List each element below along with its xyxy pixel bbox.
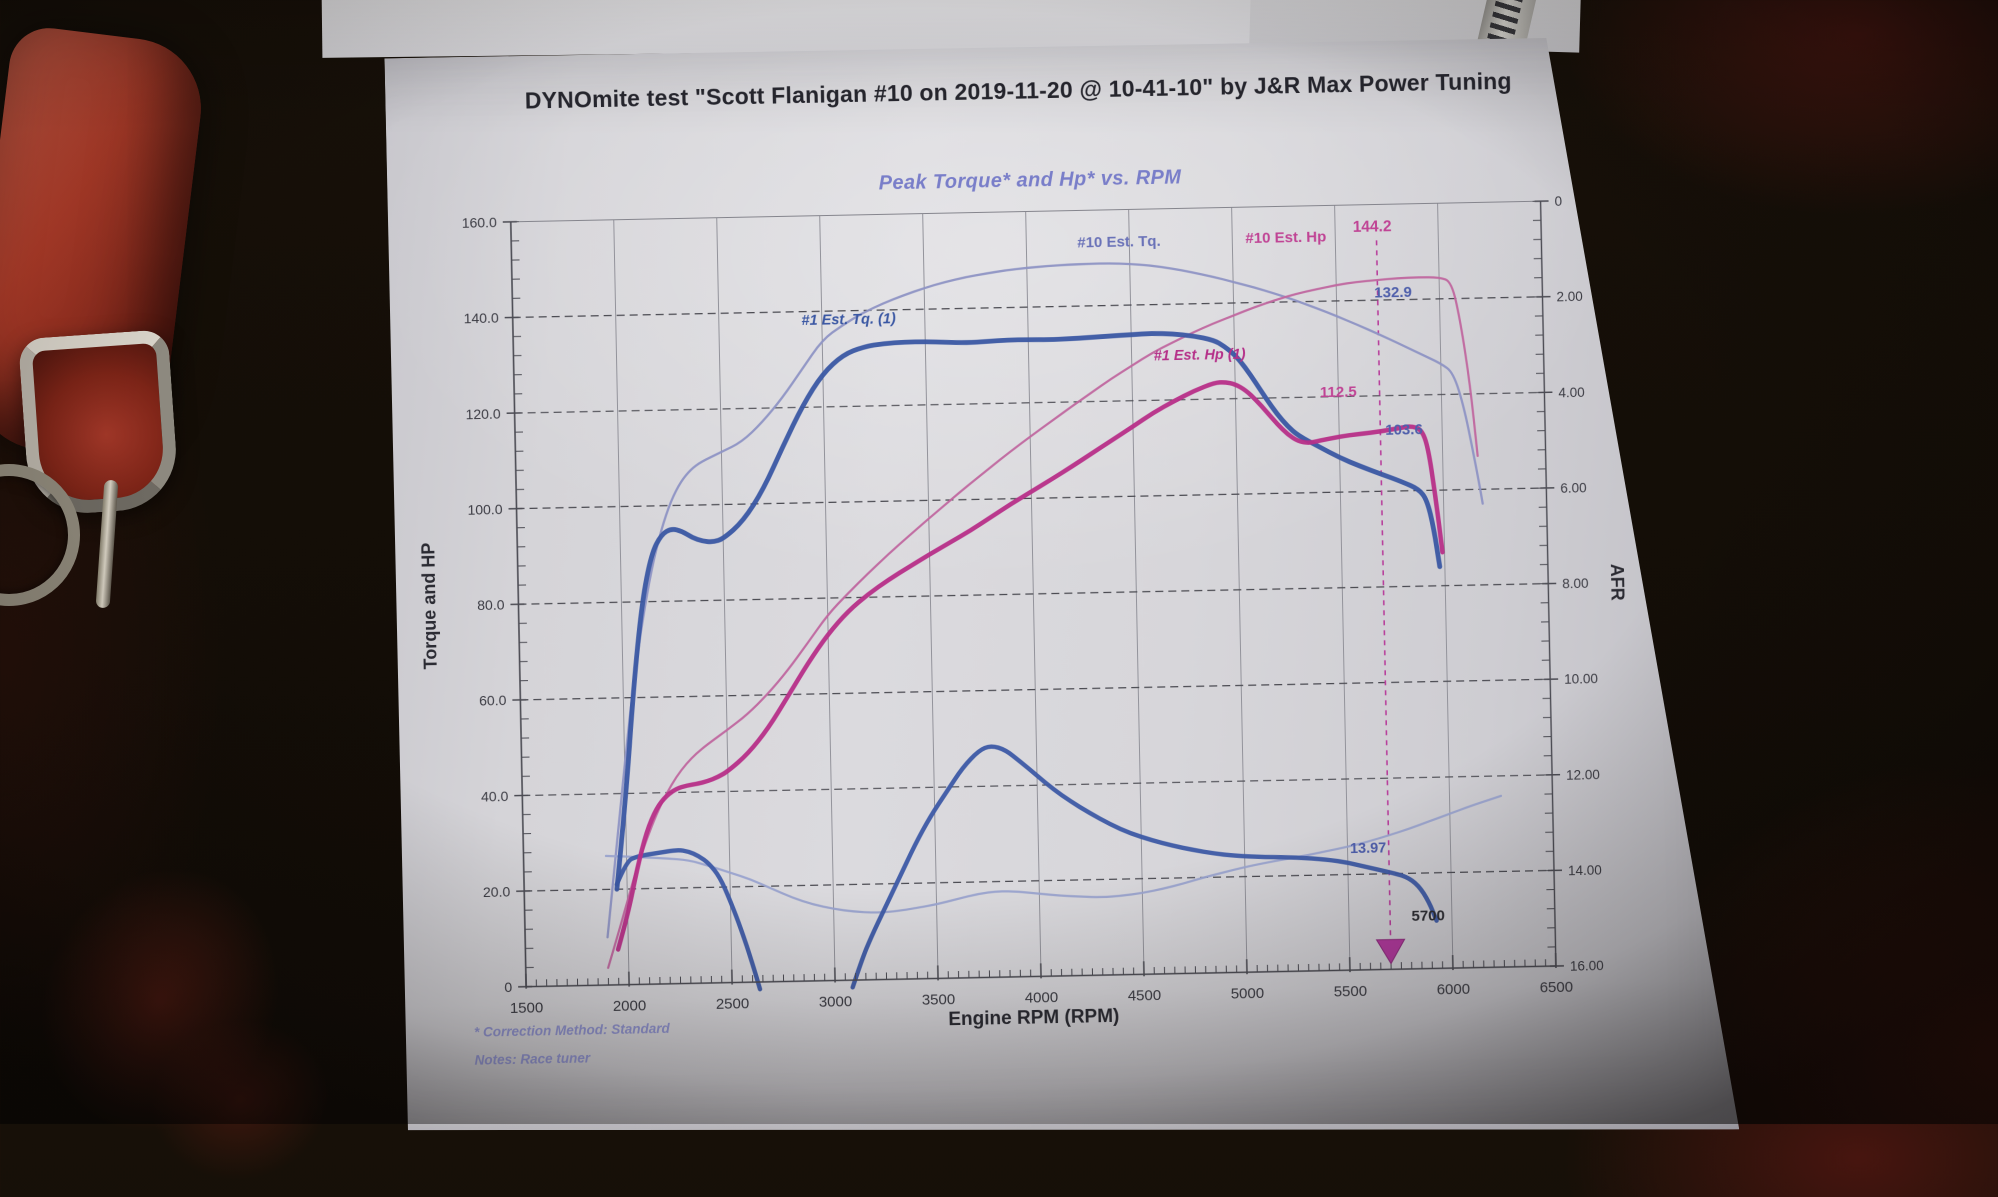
right-tick-label: 16.00 (1570, 958, 1604, 974)
annotation--1-est-tq-1-: #1 Est. Tq. (1) (801, 311, 896, 329)
x-tick-label: 1500 (510, 999, 544, 1017)
right-tick-label: 14.00 (1568, 862, 1602, 878)
series-hp1 (607, 378, 1450, 949)
paper-sheet: 1500 2000 2500 3000 3500 4000 4500 5000 5500 6000… (302, 7, 1754, 1165)
annotation-144-2: 144.2 (1353, 218, 1392, 236)
x-tick-label: 5500 (1334, 983, 1368, 1001)
x-axis-title: Engine RPM (RPM) (948, 1006, 1119, 1030)
cursor-marker-triangle (1377, 939, 1405, 964)
x-tick-label: 6500 (1539, 979, 1573, 997)
left-tick-label: 0 (504, 979, 512, 995)
right-tick-label: 0 (1554, 194, 1562, 209)
series-tq1 (606, 328, 1446, 889)
annotation--10-est-tq-: #10 Est. Tq. (1077, 233, 1161, 252)
right-tick-label: 12.00 (1566, 767, 1600, 783)
x-tick-label: 2500 (716, 995, 750, 1013)
left-tick-label: 40.0 (481, 788, 509, 805)
right-tick-label: 4.00 (1558, 385, 1585, 401)
x-tick-label: 5000 (1231, 985, 1265, 1003)
red-tool (0, 28, 242, 608)
x-tick-label: 4000 (1025, 989, 1059, 1007)
red-fabric-streak (135, 1003, 344, 1197)
x-tick-label: 2000 (613, 997, 647, 1015)
right-tick-label: 10.00 (1564, 671, 1598, 687)
left-tick-label: 140.0 (463, 310, 499, 327)
left-tick-label: 20.0 (483, 883, 511, 900)
left-tick-label: 120.0 (465, 405, 501, 422)
left-tick-label: 60.0 (479, 692, 507, 709)
right-tick-label: 2.00 (1556, 289, 1583, 305)
x-tick-label: 3500 (922, 991, 956, 1009)
annotation-112-5: 112.5 (1320, 383, 1357, 401)
annotation--10-est-hp: #10 Est. Hp (1245, 228, 1326, 247)
x-tick-label: 3000 (819, 993, 853, 1011)
footnote-notes: Notes: Race tuner (474, 1050, 590, 1067)
x-tick-label: 4500 (1128, 987, 1162, 1005)
left-tick-label: 80.0 (477, 597, 505, 614)
annotation-103-6: 103.6 (1385, 421, 1423, 439)
left-axis-title: Torque and HP (418, 543, 441, 670)
annotation-132-9: 132.9 (1374, 284, 1412, 302)
left-tick-label: 100.0 (467, 501, 503, 518)
x-tick-label: 6000 (1437, 981, 1471, 999)
right-axis-title: AFR (1607, 564, 1628, 601)
annotation--1-est-hp-1-: #1 Est. Hp (1) (1154, 347, 1246, 365)
annotation-5700: 5700 (1411, 907, 1445, 925)
left-tick-label: 160.0 (462, 214, 498, 231)
series-afr10 (605, 796, 1503, 918)
annotation-13-97: 13.97 (1350, 840, 1387, 857)
right-tick-label: 6.00 (1560, 480, 1587, 496)
right-tick-label: 8.00 (1562, 576, 1589, 592)
